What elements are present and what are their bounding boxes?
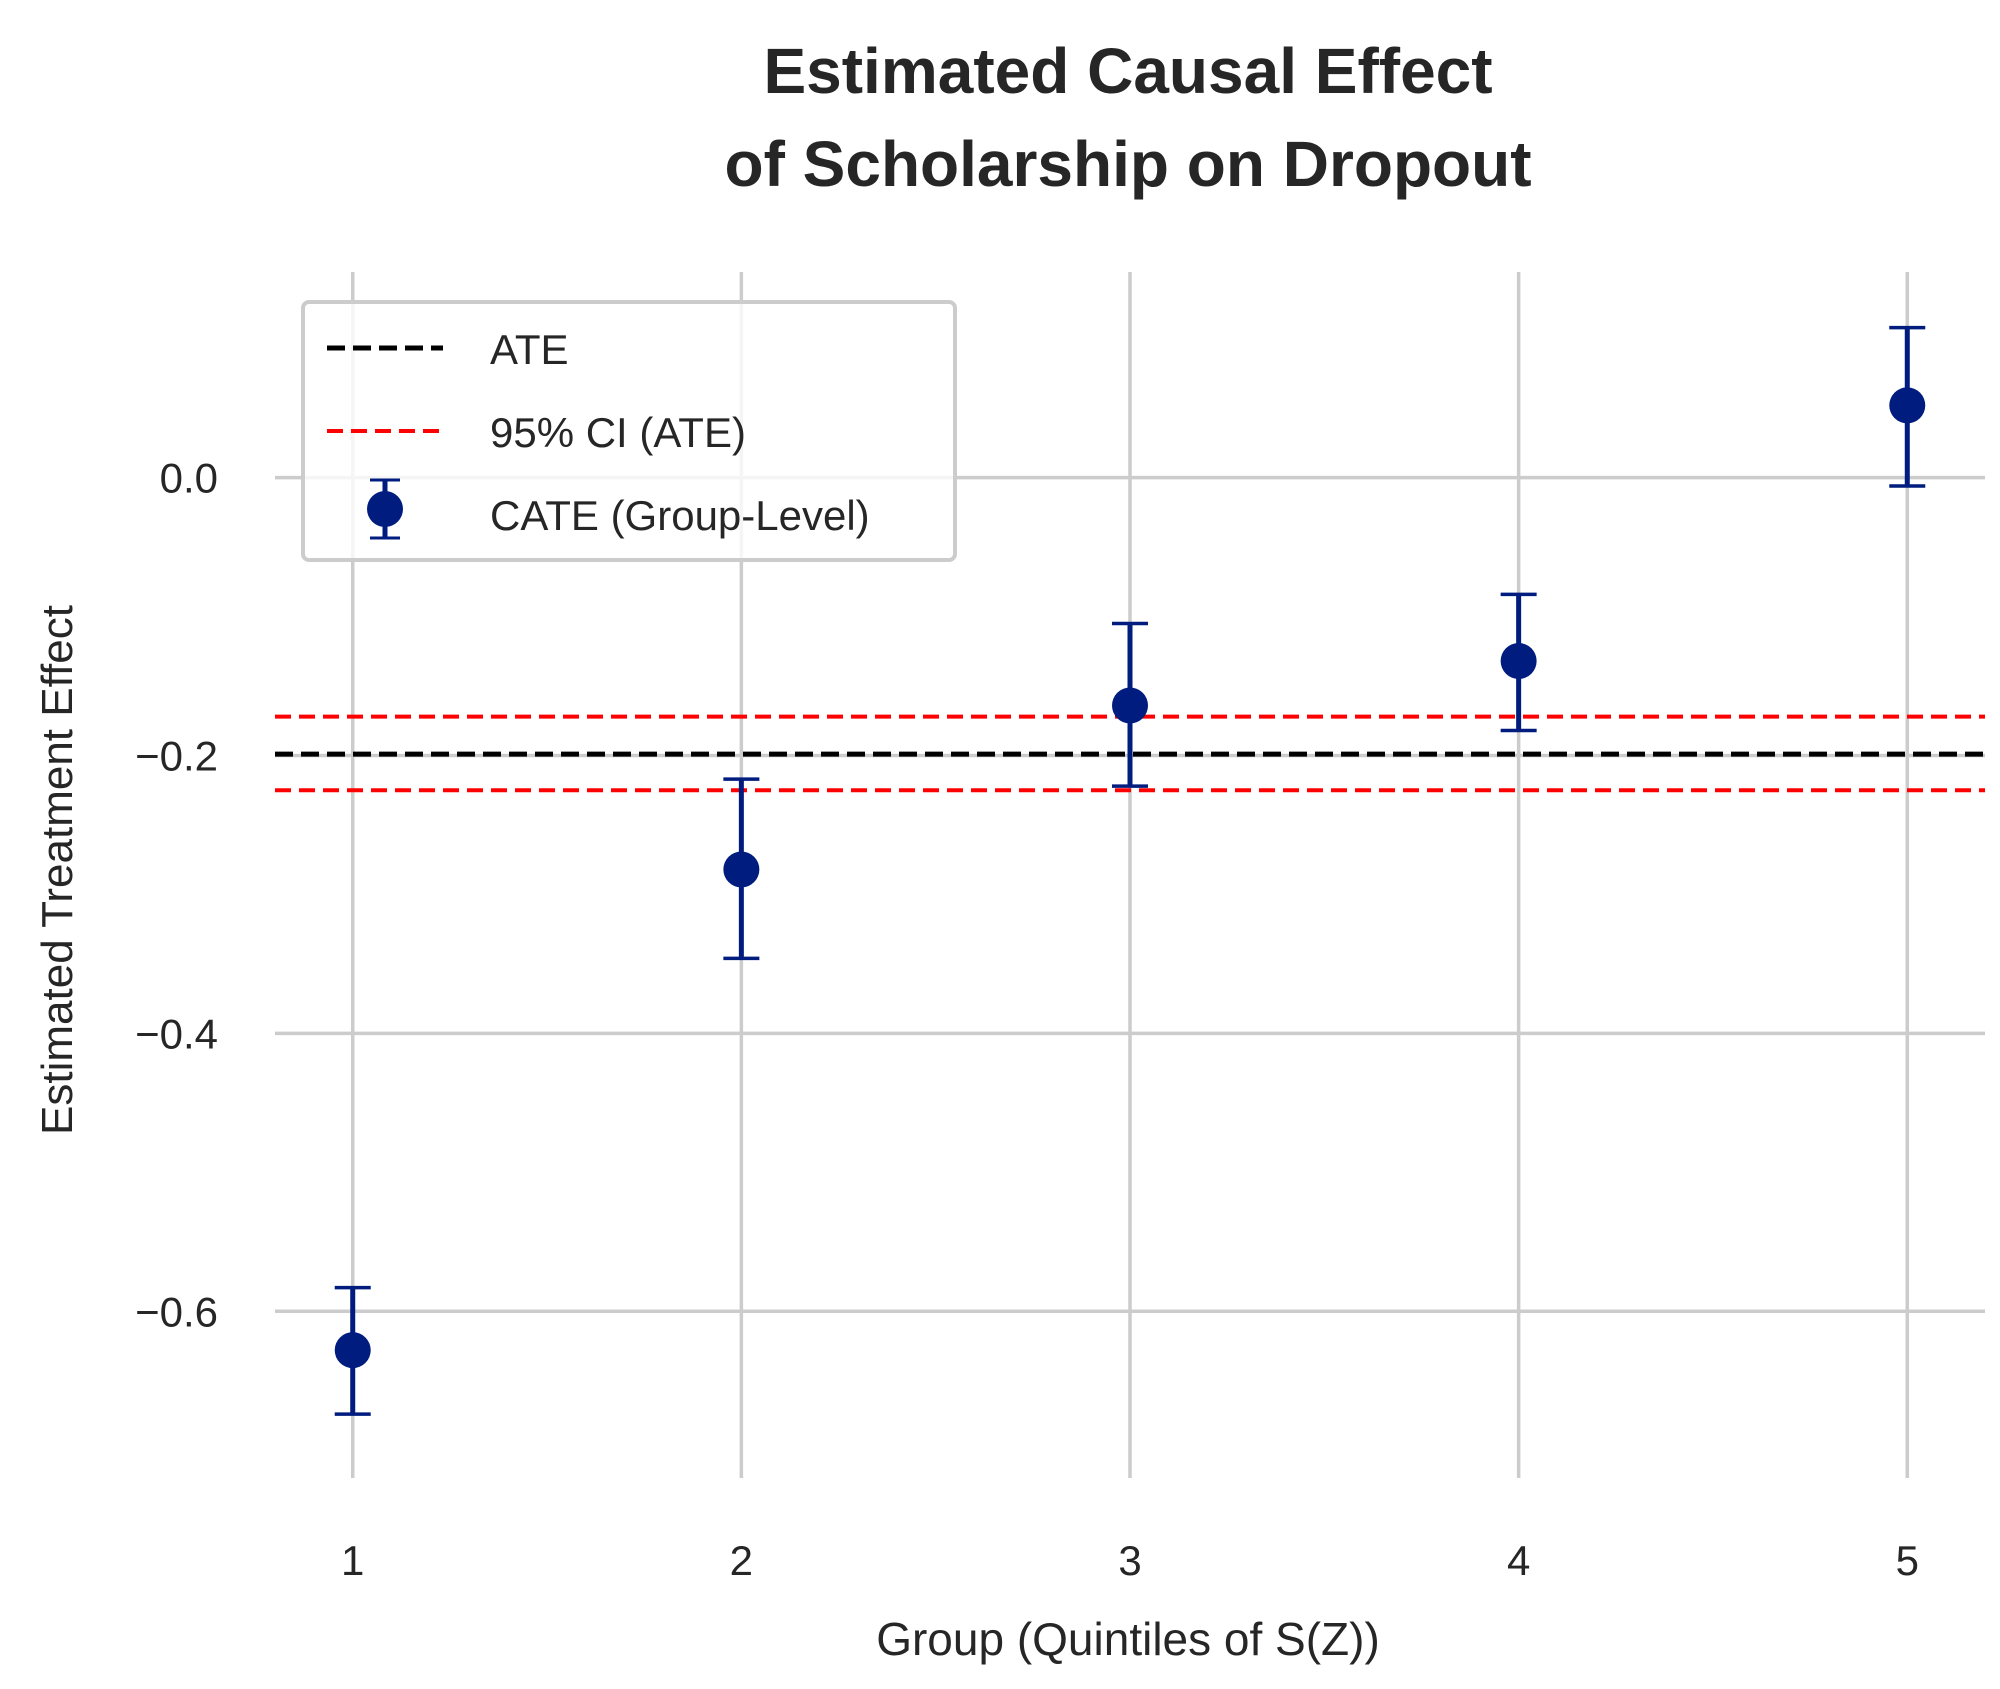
legend-frame [301,300,957,562]
y-tick-label: −0.2 [135,733,218,780]
chart-title-line-2: of Scholarship on Dropout [724,128,1531,200]
x-tick-label-4: 4 [1507,1537,1530,1584]
x-tick-label-1: 1 [341,1537,364,1584]
tick-labels: 1 2 3 4 5 0.0 −0.2 −0.4 −0.6 [135,455,1919,1584]
legend-ate-label: ATE [490,326,569,373]
y-tick-label: 0.0 [160,455,218,502]
chart-title-line-1: Estimated Causal Effect [763,35,1492,107]
legend-cate-marker [367,491,403,527]
y-tick-label: −0.4 [135,1010,218,1057]
x-axis-label: Group (Quintiles of S(Z)) [876,1613,1380,1665]
legend-cate-swatch [367,478,403,540]
y-axis-label: Estimated Treatment Effect [33,605,82,1135]
x-tick-label-5: 5 [1896,1537,1919,1584]
x-tick-label-2: 2 [730,1537,753,1584]
cate-point-4 [1500,643,1537,680]
cate-point-5 [1889,387,1926,424]
cate-point-3 [1112,687,1148,724]
legend: ATE 95% CI (ATE) CATE (Group-Level) [301,300,957,562]
y-tick-label: −0.6 [135,1288,218,1335]
legend-ci-label: 95% CI (ATE) [490,409,746,456]
data-points [334,325,1926,1416]
cate-point-2 [723,851,760,888]
legend-cate-label: CATE (Group-Level) [490,492,870,539]
x-tick-label-3: 3 [1118,1537,1141,1584]
cate-point-1 [334,1332,371,1369]
